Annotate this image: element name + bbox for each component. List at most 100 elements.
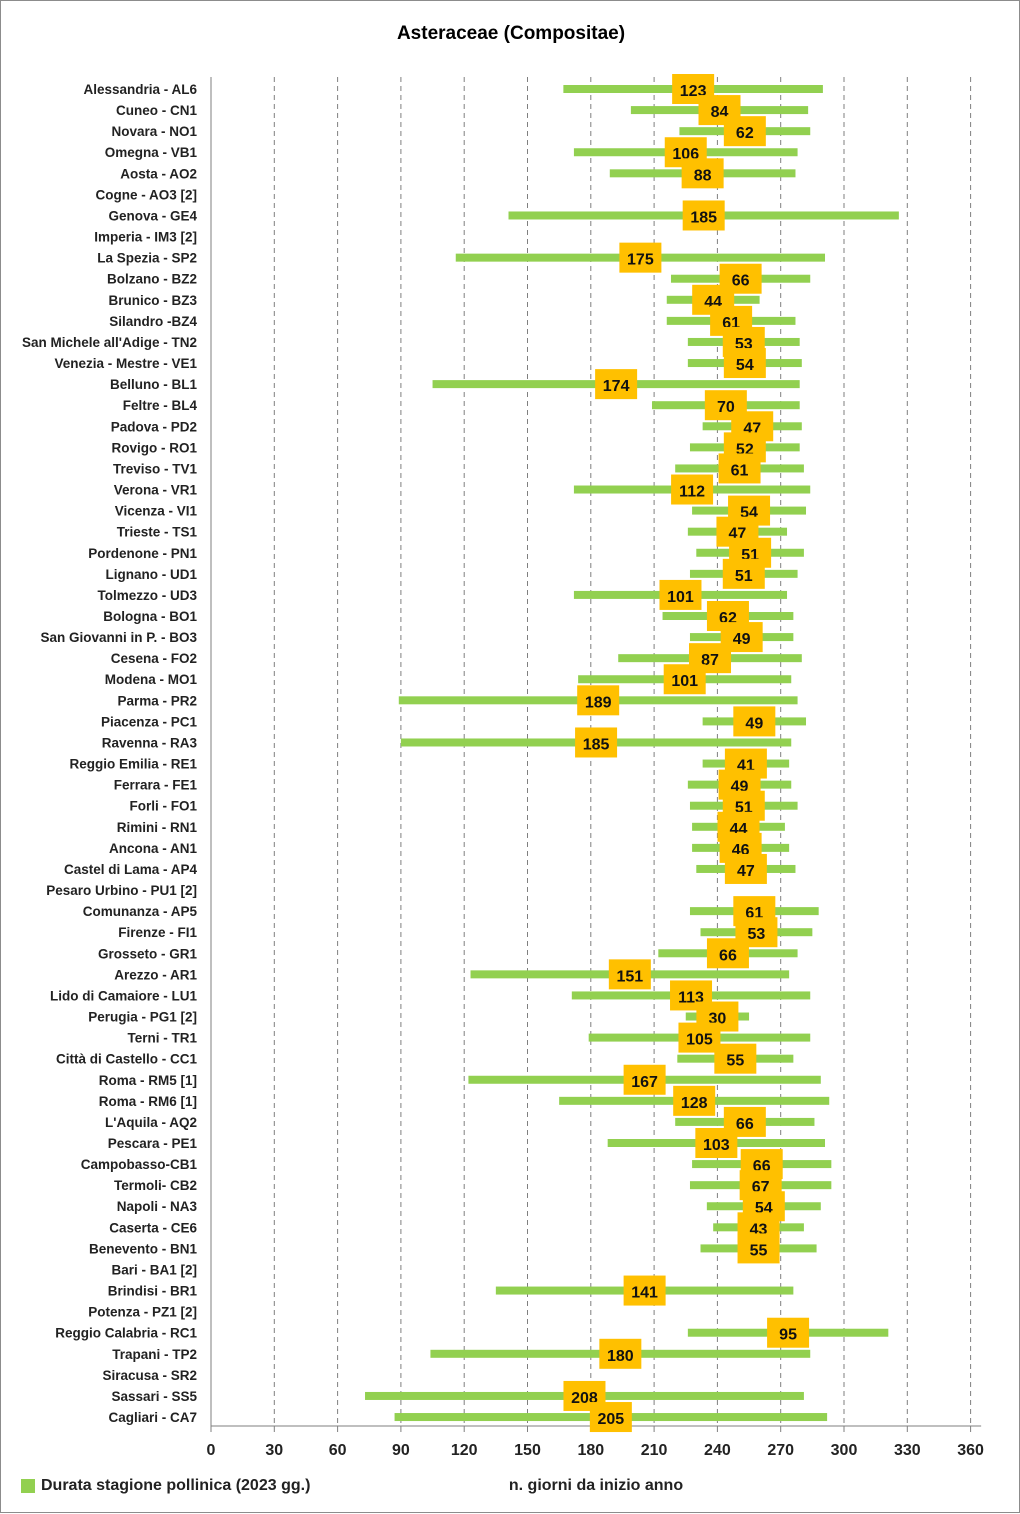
duration-label: 101 (667, 589, 694, 606)
duration-box (671, 474, 714, 505)
duration-box (673, 1085, 716, 1116)
station-label: Caserta - CE6 (109, 1220, 197, 1235)
duration-box (577, 685, 620, 716)
station-label: Roma - RM5 [1] (99, 1073, 197, 1088)
duration-label: 95 (779, 1327, 797, 1344)
duration-box (678, 1022, 721, 1053)
duration-box (682, 200, 725, 231)
station-label: Sassari - SS5 (111, 1389, 197, 1404)
legend: Durata stagione pollinica (2023 gg.) (21, 1477, 310, 1495)
station-label: Pescara - PE1 (108, 1136, 198, 1151)
x-tick-label: 90 (392, 1442, 410, 1459)
station-label: Lido di Camaiore - LU1 (50, 988, 198, 1003)
station-label: Treviso - TV1 (113, 461, 198, 476)
x-tick-label: 180 (577, 1442, 604, 1459)
station-label: Parma - PR2 (117, 693, 197, 708)
x-tick-label: 150 (514, 1442, 541, 1459)
duration-label: 189 (585, 694, 612, 711)
duration-label: 167 (631, 1074, 658, 1091)
x-tick-label: 360 (957, 1442, 984, 1459)
duration-label: 141 (631, 1285, 658, 1302)
duration-label: 112 (679, 484, 705, 501)
duration-box (767, 1317, 810, 1348)
chart-title: Asteraceae (Compositae) (396, 23, 626, 44)
station-label: La Spezia - SP2 (97, 251, 197, 266)
duration-label: 66 (732, 273, 750, 290)
station-label: Ravenna - RA3 (102, 735, 198, 750)
station-label: Pordenone - PN1 (88, 546, 197, 561)
station-label: Imperia - IM3 [2] (94, 230, 197, 245)
duration-label: 53 (748, 926, 766, 943)
duration-label: 49 (733, 631, 751, 648)
legend-label: Durata stagione pollinica (2023 gg.) (41, 1477, 311, 1494)
station-label: Bolzano - BZ2 (107, 272, 197, 287)
station-label: Vicenza - VI1 (115, 504, 198, 519)
duration-label: 55 (726, 1053, 744, 1070)
x-tick-label: 120 (451, 1442, 478, 1459)
duration-box (706, 938, 749, 969)
station-label: Padova - PD2 (111, 419, 197, 434)
duration-box (714, 1043, 757, 1074)
x-tick-label: 240 (704, 1442, 731, 1459)
duration-box (575, 727, 618, 758)
duration-label: 66 (736, 1116, 754, 1133)
duration-box (695, 1128, 738, 1158)
duration-label: 103 (703, 1137, 730, 1154)
station-label: Tolmezzo - UD3 (97, 588, 197, 603)
duration-box (663, 664, 706, 695)
station-label: Città di Castello - CC1 (56, 1052, 198, 1067)
station-label: Roma - RM6 [1] (99, 1094, 197, 1109)
duration-label: 101 (671, 673, 698, 690)
x-tick-label: 210 (641, 1442, 668, 1459)
station-label: Cesena - FO2 (111, 651, 197, 666)
station-label: Trieste - TS1 (117, 525, 198, 540)
station-label: Forli - FO1 (130, 799, 198, 814)
station-label: San Giovanni in P. - BO3 (40, 630, 197, 645)
duration-box (659, 579, 702, 610)
x-tick-label: 60 (329, 1442, 347, 1459)
x-axis-label: n. giorni da inizio anno (508, 1477, 684, 1494)
station-label: Napoli - NA3 (117, 1199, 198, 1214)
station-label: Castel di Lama - AP4 (64, 862, 198, 877)
duration-label: 51 (735, 568, 753, 585)
station-label: Silandro -BZ4 (109, 314, 197, 329)
station-label: Modena - MO1 (105, 672, 198, 687)
station-label: Ferrara - FE1 (114, 778, 198, 793)
station-label: Novara - NO1 (111, 124, 197, 139)
station-label: Bologna - BO1 (103, 609, 197, 624)
duration-box (599, 1338, 642, 1369)
duration-box (589, 1402, 632, 1433)
x-tick-label: 270 (767, 1442, 794, 1459)
station-label: Trapani - TP2 (112, 1347, 197, 1362)
station-label: Grosseto - GR1 (98, 946, 198, 961)
duration-box (623, 1064, 666, 1095)
station-label: Rimini - RN1 (117, 820, 198, 835)
duration-label: 62 (736, 125, 754, 142)
duration-box (722, 558, 765, 589)
duration-label: 49 (745, 715, 763, 732)
station-label: Genova - GE4 (108, 208, 197, 223)
station-label: Potenza - PZ1 [2] (88, 1305, 197, 1320)
station-label: Benevento - BN1 (89, 1241, 198, 1256)
x-tick-label: 330 (894, 1442, 921, 1459)
duration-box (723, 116, 766, 147)
station-label: Feltre - BL4 (123, 398, 198, 413)
duration-box (623, 1275, 666, 1306)
duration-label: 55 (750, 1242, 768, 1259)
duration-box (608, 959, 651, 990)
station-label: Rovigo - RO1 (111, 440, 197, 455)
station-label: Termoli- CB2 (114, 1178, 197, 1193)
x-tick-label: 300 (831, 1442, 858, 1459)
station-label: Cagliari - CA7 (108, 1410, 197, 1425)
station-label: Cogne - AO3 [2] (95, 187, 197, 202)
duration-label: 128 (681, 1095, 708, 1112)
x-tick-label: 0 (207, 1442, 216, 1459)
duration-box (681, 158, 724, 189)
station-label: Terni - TR1 (127, 1031, 197, 1046)
station-label: Campobasso-CB1 (81, 1157, 198, 1172)
station-label: Comunanza - AP5 (83, 904, 198, 919)
duration-box (723, 348, 766, 379)
station-label: Alessandria - AL6 (83, 82, 197, 97)
duration-label: 174 (603, 378, 630, 395)
